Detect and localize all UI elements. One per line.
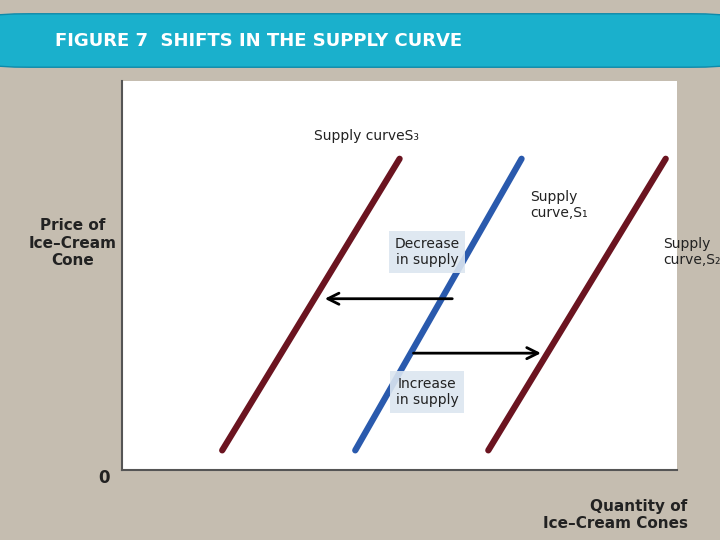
Text: Supply
curve,S₂: Supply curve,S₂ [663,237,720,267]
Text: Increase
in supply: Increase in supply [396,377,459,407]
Text: Price of
Ice–Cream
Cone: Price of Ice–Cream Cone [29,218,117,268]
Text: 0: 0 [99,469,110,487]
Text: Decrease
in supply: Decrease in supply [395,237,460,267]
Text: Supply curveS₃: Supply curveS₃ [314,129,419,143]
Text: Ice–Cream Cones: Ice–Cream Cones [543,516,688,531]
Text: Supply
curve,S₁: Supply curve,S₁ [530,190,588,220]
Text: Quantity of: Quantity of [590,500,688,515]
FancyBboxPatch shape [0,14,720,68]
Text: FIGURE 7  SHIFTS IN THE SUPPLY CURVE: FIGURE 7 SHIFTS IN THE SUPPLY CURVE [55,31,462,50]
